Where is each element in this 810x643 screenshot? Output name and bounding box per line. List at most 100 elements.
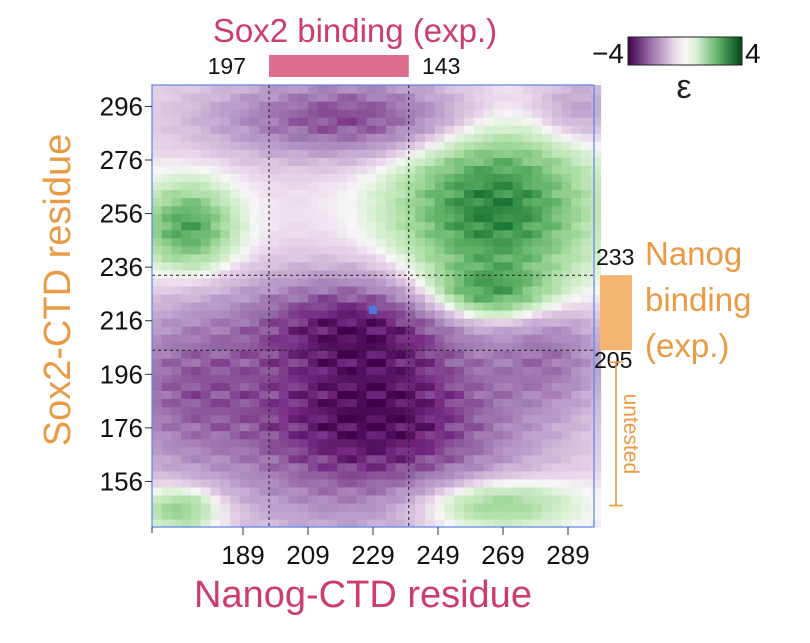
heatmap-cell — [181, 366, 192, 375]
heatmap-cell — [444, 494, 455, 504]
heatmap-cell — [532, 406, 543, 416]
heatmap-cell — [444, 454, 455, 464]
heatmap-cell — [512, 285, 524, 295]
heatmap-cell — [337, 109, 348, 118]
heatmap-cell — [503, 422, 514, 432]
heatmap-cell — [512, 454, 524, 464]
heatmap-cell — [259, 269, 270, 279]
heatmap-cell — [308, 165, 319, 174]
heatmap-cell — [386, 414, 397, 424]
heatmap-cell — [395, 406, 407, 416]
heatmap-cell — [337, 301, 348, 311]
heatmap-cell — [327, 454, 338, 464]
heatmap-cell — [337, 101, 348, 110]
heatmap-cell — [434, 326, 446, 335]
heatmap-cell — [464, 334, 475, 343]
heatmap-cell — [561, 342, 572, 351]
heatmap-cell — [415, 350, 426, 359]
heatmap-cell — [152, 261, 163, 271]
heatmap-cell — [464, 117, 475, 126]
heatmap-cell — [308, 326, 319, 335]
heatmap-cell — [581, 277, 592, 287]
heatmap-cell — [337, 518, 348, 528]
heatmap-cell — [454, 181, 465, 191]
heatmap-cell — [191, 93, 202, 102]
heatmap-cell — [181, 165, 192, 174]
heatmap-cell — [278, 454, 290, 464]
heatmap-cell — [337, 253, 348, 263]
heatmap-cell — [434, 438, 446, 448]
heatmap-cell — [327, 366, 338, 375]
heatmap-cell — [249, 93, 260, 102]
heatmap-cell — [590, 301, 602, 311]
heatmap-cell — [395, 430, 407, 440]
heatmap-cell — [298, 301, 309, 311]
heatmap-cell — [415, 125, 426, 134]
heatmap-cell — [590, 157, 602, 166]
heatmap-cell — [493, 93, 504, 102]
heatmap-cell — [512, 374, 524, 383]
heatmap-cell — [171, 350, 182, 359]
heatmap-cell — [454, 101, 465, 110]
heatmap-cell — [288, 85, 299, 94]
heatmap-cell — [376, 430, 387, 440]
heatmap-cell — [376, 285, 387, 295]
heatmap-cell — [317, 326, 329, 335]
heatmap-cell — [405, 173, 416, 183]
heatmap-cell — [581, 414, 592, 424]
heatmap-cell — [464, 342, 475, 351]
heatmap-cell — [395, 205, 407, 215]
heatmap-cell — [298, 205, 309, 215]
heatmap-cell — [288, 293, 299, 303]
heatmap-cell — [395, 157, 407, 166]
heatmap-cell — [356, 109, 368, 118]
heatmap-cell — [493, 269, 504, 279]
heatmap-cell — [561, 93, 572, 102]
heatmap-cell — [239, 157, 251, 166]
heatmap-cell — [473, 93, 485, 102]
heatmap-cell — [551, 342, 563, 351]
heatmap-cell — [503, 494, 514, 504]
heatmap-cell — [542, 478, 553, 488]
heatmap-cell — [405, 478, 416, 488]
heatmap-cell — [249, 285, 260, 295]
heatmap-cell — [210, 85, 221, 94]
heatmap-cell — [571, 173, 582, 183]
heatmap-cell — [512, 293, 524, 303]
heatmap-cell — [561, 205, 572, 215]
heatmap-cell — [561, 125, 572, 134]
heatmap-cell — [366, 510, 377, 520]
heatmap-cell — [239, 342, 251, 351]
heatmap-cell — [522, 173, 533, 183]
heatmap-cell — [298, 518, 309, 528]
heatmap-cell — [551, 398, 563, 408]
heatmap-cell — [210, 213, 221, 223]
heatmap-cell — [386, 486, 397, 496]
heatmap-cell — [239, 133, 251, 142]
heatmap-cell — [249, 422, 260, 432]
heatmap-cell — [434, 173, 446, 183]
heatmap-cell — [161, 117, 173, 126]
heatmap-cell — [376, 117, 387, 126]
heatmap-cell — [522, 382, 533, 391]
heatmap-cell — [249, 149, 260, 158]
heatmap-cell — [200, 173, 212, 183]
heatmap-cell — [337, 382, 348, 391]
heatmap-cell — [220, 205, 231, 215]
heatmap-cell — [512, 518, 524, 528]
heatmap-cell — [161, 141, 173, 150]
heatmap-cell — [532, 310, 543, 319]
heatmap-cell — [493, 253, 504, 263]
heatmap-cell — [317, 422, 329, 432]
heatmap-cell — [337, 125, 348, 134]
heatmap-cell — [347, 310, 358, 319]
heatmap-cell — [571, 85, 582, 94]
heatmap-cell — [464, 390, 475, 400]
heatmap-cell — [269, 157, 280, 166]
heatmap-cell — [454, 205, 465, 215]
heatmap-cell — [376, 438, 387, 448]
heatmap-cell — [298, 430, 309, 440]
heatmap-cell — [317, 510, 329, 520]
heatmap-cell — [551, 165, 563, 174]
heatmap-cell — [444, 245, 455, 255]
